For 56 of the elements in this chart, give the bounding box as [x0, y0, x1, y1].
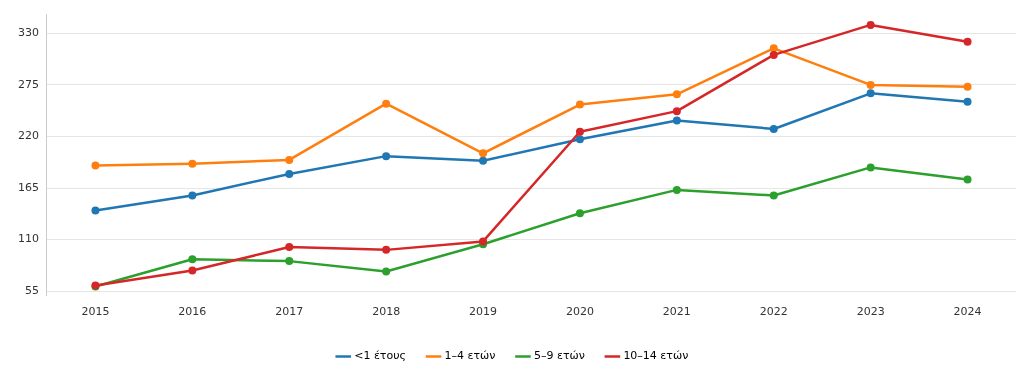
point: [963, 175, 972, 184]
point: [963, 82, 972, 91]
point: [285, 155, 294, 164]
point: [866, 20, 875, 29]
point: [866, 163, 875, 172]
point: [188, 266, 197, 275]
point: [769, 50, 778, 59]
point: [382, 152, 391, 161]
x-tick-label: 2015: [81, 305, 110, 319]
y-tick-label: 275: [18, 77, 39, 91]
y-tick-label: 330: [18, 26, 39, 40]
point: [382, 267, 391, 276]
point: [285, 243, 294, 252]
point: [769, 44, 778, 53]
point: [963, 37, 972, 46]
x-tick-label: 2022: [759, 305, 788, 319]
point: [479, 156, 488, 165]
point: [382, 99, 391, 108]
point: [672, 116, 681, 125]
x-tick-label: 2021: [662, 305, 691, 319]
point: [672, 90, 681, 99]
point: [769, 191, 778, 200]
point: [866, 89, 875, 98]
point: [866, 80, 875, 89]
x-tick-label: 2024: [953, 305, 982, 319]
legend-label: 1–4 ετών: [444, 349, 496, 363]
y-tick-label: 55: [25, 283, 39, 297]
point: [285, 257, 294, 266]
point: [188, 159, 197, 168]
y-tick-label: 110: [18, 232, 39, 246]
point: [575, 209, 584, 218]
point: [479, 149, 488, 158]
x-tick-label: 2019: [469, 305, 498, 319]
point: [963, 97, 972, 106]
x-tick-label: 2023: [856, 305, 885, 319]
point: [575, 100, 584, 109]
point: [188, 191, 197, 200]
x-tick-label: 2018: [372, 305, 401, 319]
point: [769, 124, 778, 133]
point: [575, 135, 584, 144]
point: [382, 245, 391, 254]
point: [91, 161, 100, 170]
point: [285, 169, 294, 178]
x-tick-label: 2020: [565, 305, 594, 319]
point: [575, 127, 584, 136]
x-tick-label: 2016: [178, 305, 207, 319]
x-tick-label: 2017: [275, 305, 304, 319]
point: [672, 107, 681, 116]
y-tick-label: 220: [18, 129, 39, 143]
point: [672, 185, 681, 194]
point: [188, 255, 197, 264]
legend-label: 10–14 ετών: [623, 349, 689, 363]
legend-label: <1 έτους: [354, 349, 407, 363]
point: [91, 206, 100, 215]
y-tick-label: 165: [18, 180, 39, 194]
legend-label: 5–9 ετών: [533, 349, 585, 363]
